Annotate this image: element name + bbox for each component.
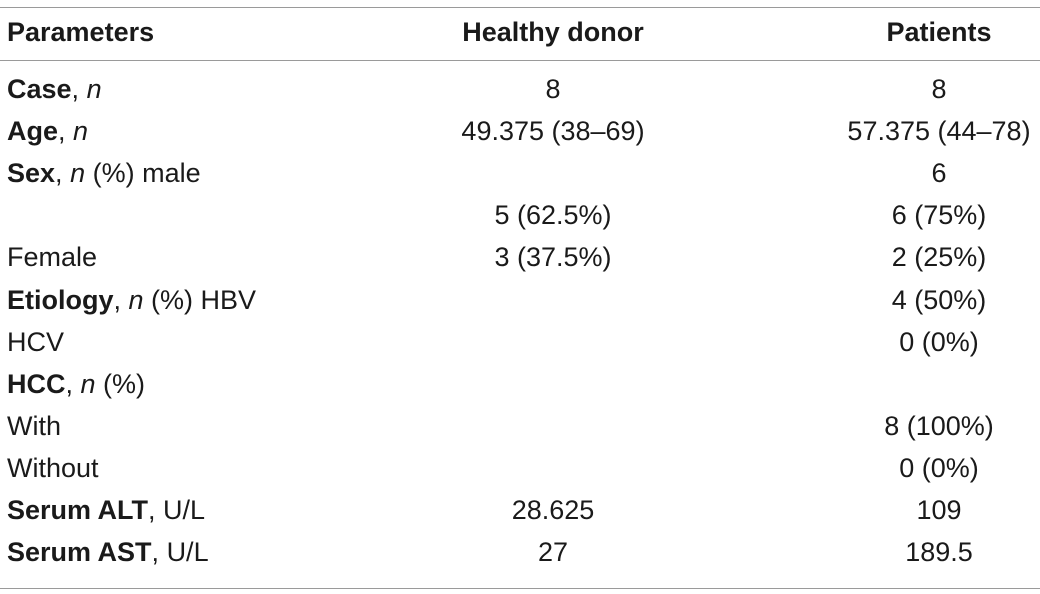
row-patients-value: 2 (25%): [891, 242, 987, 273]
table-row: HCV 0 (0%): [0, 322, 1040, 363]
table-row: Serum ALT, U/L 28.625 109: [0, 490, 1040, 531]
table-row: Case, n 8 8: [0, 69, 1040, 110]
parameter-name-bold: Case: [7, 74, 72, 104]
parameter-name-bold: HCC: [7, 368, 66, 399]
row-parameter: Female: [7, 237, 97, 278]
row-patients-value: 8: [931, 74, 947, 104]
parameter-detail: (%) male: [85, 158, 201, 189]
parameter-separator: ,: [148, 495, 164, 525]
header-parameters: Parameters: [7, 17, 155, 47]
parameter-name-bold: Serum ALT: [7, 495, 149, 525]
table-top-rule: [0, 7, 1040, 8]
table-row: Age, n 49.375 (38–69) 57.375 (44–78): [0, 111, 1040, 152]
row-healthy-donor-value: 8: [545, 74, 561, 104]
parameter-detail: With: [7, 410, 61, 441]
row-parameter: With: [7, 406, 61, 447]
parameter-italic-n: n: [86, 74, 102, 104]
table-bottom-rule: [0, 588, 1040, 589]
parameter-detail: Without: [7, 452, 99, 483]
row-patients-value: 6 (75%): [891, 200, 987, 231]
row-healthy-donor-value: 49.375 (38–69): [461, 116, 645, 147]
row-patients-value: 109: [916, 495, 962, 525]
row-patients-value: 189.5: [905, 537, 973, 568]
row-patients-value: 57.375 (44–78): [847, 116, 1031, 147]
row-parameter: HCV: [7, 322, 64, 363]
parameter-italic-n: n: [70, 158, 86, 189]
table-row: Serum AST, U/L 27 189.5: [0, 532, 1040, 573]
table-row: With 8 (100%): [0, 406, 1040, 447]
row-healthy-donor-value: 27: [537, 537, 569, 568]
parameter-separator: ,: [55, 158, 71, 189]
parameter-italic-n: n: [73, 116, 89, 147]
row-parameter: Case, n: [7, 69, 102, 110]
parameter-separator: ,: [58, 116, 74, 147]
parameter-detail: Female: [7, 242, 98, 273]
row-parameter: HCC, n (%): [7, 364, 145, 405]
parameter-name-bold: Etiology: [7, 284, 114, 315]
row-parameter: Serum AST, U/L: [7, 532, 209, 573]
parameter-name-bold: Sex: [7, 158, 56, 189]
parameter-separator: ,: [113, 284, 129, 315]
parameter-italic-n: n: [128, 284, 144, 315]
table-header-row: Parameters Healthy donor Patients: [0, 12, 1040, 53]
table-row: Etiology, n (%) HBV 4 (50%): [0, 280, 1040, 321]
header-patients: Patients: [886, 17, 992, 47]
parameter-separator: ,: [65, 368, 81, 399]
parameter-separator: ,: [71, 74, 87, 104]
parameter-name-bold: Serum AST: [7, 537, 152, 568]
row-patients-value: 4 (50%): [891, 284, 987, 315]
table-row: HCC, n (%): [0, 364, 1040, 405]
row-patients-value: 0 (0%): [899, 452, 979, 483]
parameter-detail: (%): [95, 368, 146, 399]
row-parameter: Etiology, n (%) HBV: [7, 280, 256, 321]
parameter-name-bold: Age: [7, 116, 59, 147]
parameter-detail: (%) HBV: [143, 284, 257, 315]
table-row: Female 3 (37.5%) 2 (25%): [0, 237, 1040, 278]
parameter-separator: ,: [151, 537, 167, 568]
parameter-detail: U/L: [163, 495, 206, 525]
row-parameter: Without: [7, 448, 99, 489]
row-healthy-donor-value: 28.625: [511, 495, 595, 525]
table-header-rule: [0, 60, 1040, 61]
row-patients-value: 6: [931, 158, 947, 189]
row-healthy-donor-value: 5 (62.5%): [494, 200, 612, 231]
header-healthy-donor: Healthy donor: [462, 17, 644, 47]
parameter-italic-n: n: [80, 368, 96, 399]
row-patients-value: 0 (0%): [899, 326, 979, 357]
row-patients-value: 8 (100%): [884, 410, 994, 441]
row-parameter: Age, n: [7, 111, 88, 152]
table-row: Without 0 (0%): [0, 448, 1040, 489]
table-row: Sex, n (%) male 6: [0, 153, 1040, 194]
row-parameter: Sex, n (%) male: [7, 153, 201, 194]
row-parameter: Serum ALT, U/L: [7, 490, 205, 531]
table-row: 5 (62.5%) 6 (75%): [0, 195, 1040, 236]
row-healthy-donor-value: 3 (37.5%): [494, 242, 612, 273]
parameter-detail: HCV: [7, 326, 65, 357]
parameter-detail: U/L: [166, 537, 209, 568]
